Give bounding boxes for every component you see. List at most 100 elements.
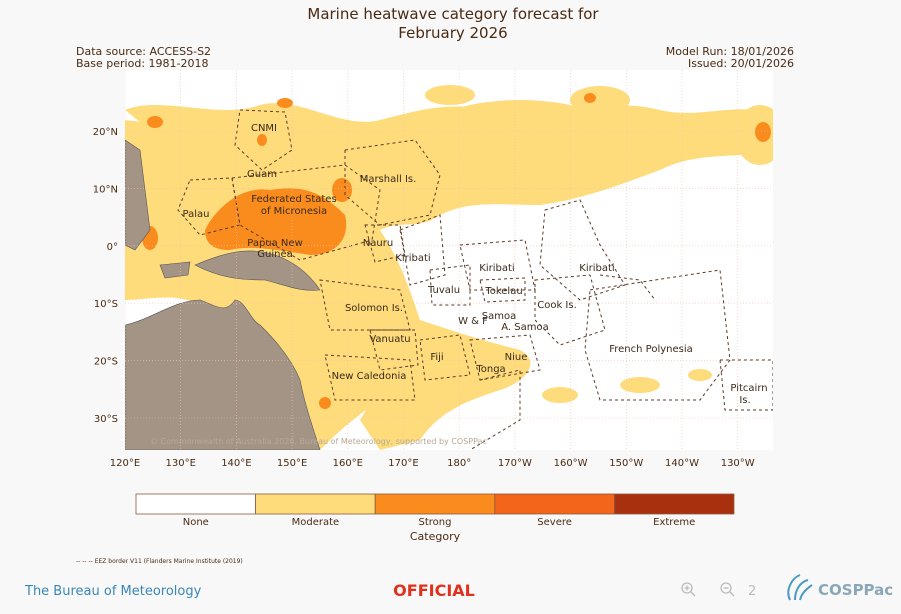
region-line: Tokelau xyxy=(484,286,522,297)
region-line: Kiribati xyxy=(479,263,514,274)
lon-label: 180° xyxy=(447,458,471,469)
title: February 2026 xyxy=(398,24,507,42)
region-line: Vanuatu xyxy=(369,334,410,345)
region-label: Cook Is. xyxy=(537,300,577,311)
region-line: Solomon Is. xyxy=(345,303,403,314)
lon-label: 150°W xyxy=(609,458,643,469)
lon-label: 140°E xyxy=(221,458,251,469)
lat-label: 0° xyxy=(107,242,118,253)
legend-label: Severe xyxy=(537,517,572,528)
region-line: Cook Is. xyxy=(537,300,577,311)
region-label: Niue xyxy=(505,352,528,363)
region-line: Kiribati xyxy=(579,263,614,274)
legend-swatch xyxy=(374,493,496,515)
region-label: Samoa xyxy=(482,311,516,322)
region-label: Pitcairn Is. xyxy=(730,383,767,406)
lon-label: 160°E xyxy=(333,458,363,469)
legend: None Moderate Strong Severe Extreme xyxy=(135,493,735,528)
legend-swatch xyxy=(614,493,735,515)
region-label: Federated States of Micronesia xyxy=(251,194,336,217)
page-number: 2 xyxy=(748,584,756,599)
legend-swatch xyxy=(135,493,256,515)
region-line: Pitcairn xyxy=(730,383,767,394)
base-period: Base period: 1981-2018 xyxy=(76,57,208,70)
region-labels: CNMI Guam Marshall Is. Palau Federated S… xyxy=(183,123,768,406)
graticule xyxy=(125,70,773,450)
legend-title: Category xyxy=(410,530,461,543)
region-label: A. Samoa xyxy=(501,322,549,333)
logo-text: COSPPac xyxy=(818,581,893,599)
lon-label: 160°W xyxy=(554,458,588,469)
data-source: Data source: ACCESS-S2 xyxy=(76,45,211,58)
region-label: Solomon Is. xyxy=(345,303,403,314)
region-label: French Polynesia xyxy=(609,344,693,355)
region-line: Guam xyxy=(247,169,277,180)
lon-label: 130°E xyxy=(165,458,195,469)
lat-label: 20°N xyxy=(93,127,118,138)
region-line: Niue xyxy=(505,352,528,363)
eez-note: -- -- -- EEZ border V11 (Flanders Marine… xyxy=(76,558,243,565)
lon-label: 130°W xyxy=(721,458,755,469)
region-label: Kiribati xyxy=(395,253,430,264)
zoom-in-button[interactable] xyxy=(681,582,696,597)
region-label: Tokelau xyxy=(484,286,522,297)
region-label: Palau xyxy=(183,209,210,220)
region-line: Is. xyxy=(739,395,750,406)
bureau-link[interactable]: The Bureau of Meteorology xyxy=(24,584,202,599)
region-label: Marshall Is. xyxy=(360,174,417,185)
region-label: Kiribati xyxy=(479,263,514,274)
lat-label: 10°N xyxy=(93,184,118,195)
region-label: Tonga xyxy=(475,364,505,375)
strong-areas xyxy=(142,93,771,409)
region-label: Papua New Guinea xyxy=(247,238,303,260)
map: © Commonwealth of Australia 2026, Bureau… xyxy=(125,70,773,450)
region-line: New Caledonia xyxy=(332,371,407,382)
model-run: Model Run: 18/01/2026 xyxy=(666,45,794,58)
lat-label: 30°S xyxy=(94,414,118,425)
region-line: Palau xyxy=(183,209,210,220)
zoom-out-button[interactable] xyxy=(720,582,735,597)
lat-label: 20°S xyxy=(94,357,118,368)
region-label: New Caledonia xyxy=(332,371,407,382)
region-line: Nauru xyxy=(363,238,393,249)
classification: OFFICIAL xyxy=(393,581,475,600)
region-line: Tuvalu xyxy=(427,285,460,296)
moderate-areas xyxy=(125,85,773,450)
region-line: CNMI xyxy=(251,123,277,134)
region-label: Guam xyxy=(247,169,277,180)
lon-label: 140°W xyxy=(665,458,699,469)
region-line: Tonga xyxy=(475,364,505,375)
region-line: Federated States xyxy=(251,194,336,205)
lon-label: 170°W xyxy=(498,458,532,469)
region-line: Fiji xyxy=(430,352,443,363)
region-line: A. Samoa xyxy=(501,322,549,333)
region-label: W & F xyxy=(458,316,488,327)
lat-label: 10°S xyxy=(94,299,118,310)
legend-label: Strong xyxy=(419,517,452,528)
region-label: Fiji xyxy=(430,352,443,363)
legend-label: Moderate xyxy=(292,517,340,528)
legend-swatch xyxy=(255,493,376,515)
legend-label: Extreme xyxy=(653,517,695,528)
region-line: French Polynesia xyxy=(609,344,693,355)
issued: Issued: 20/01/2026 xyxy=(688,57,794,70)
legend-label: None xyxy=(183,517,209,528)
logo: COSPPac xyxy=(787,574,893,601)
lon-label: 170°E xyxy=(388,458,418,469)
region-label: CNMI xyxy=(251,123,277,134)
lon-label: 150°E xyxy=(277,458,307,469)
region-line: Papua New xyxy=(247,238,303,249)
axis-labels: 20°N 10°N 0° 10°S 20°S 30°S 120°E 130°E 140°E 150… xyxy=(93,127,755,469)
region-line: of Micronesia xyxy=(261,206,327,217)
land xyxy=(125,139,321,450)
copyright: © Commonwealth of Australia 2026, Bureau… xyxy=(150,437,487,446)
eez-borders xyxy=(177,109,773,450)
lon-label: 120°E xyxy=(110,458,140,469)
region-line: Marshall Is. xyxy=(360,174,417,185)
title: Marine heatwave category forecast for xyxy=(307,5,599,23)
region-label: Kiribati xyxy=(579,263,614,274)
region-label: Vanuatu xyxy=(369,334,410,345)
